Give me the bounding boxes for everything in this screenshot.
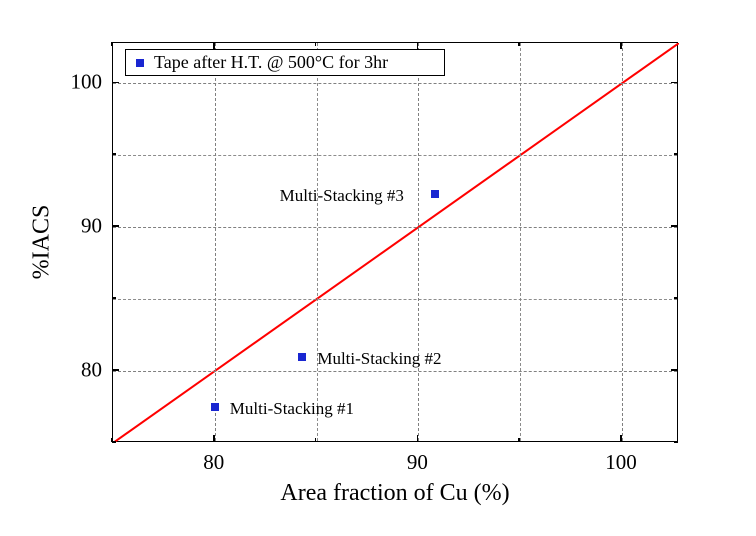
x-tick xyxy=(315,42,317,46)
y-tick xyxy=(671,82,678,84)
x-tick-label: 80 xyxy=(203,450,224,475)
x-tick xyxy=(417,435,419,442)
x-tick-label: 90 xyxy=(407,450,428,475)
x-tick xyxy=(213,435,215,442)
grid-line-horizontal xyxy=(113,155,677,156)
x-tick xyxy=(518,42,520,46)
chart-plot-area: Multi-Stacking #1 Multi-Stacking #2 Multi-… xyxy=(112,42,678,442)
legend-marker-icon xyxy=(136,59,144,67)
x-tick xyxy=(213,42,215,49)
y-tick xyxy=(674,153,678,155)
x-tick-label: 100 xyxy=(605,450,637,475)
y-tick xyxy=(112,369,119,371)
legend-item-label: Tape after H.T. @ 500°C for 3hr xyxy=(154,52,388,73)
grid-line-vertical xyxy=(622,43,623,441)
grid-line-vertical xyxy=(520,43,521,441)
y-tick xyxy=(112,297,116,299)
y-tick xyxy=(671,225,678,227)
legend: Tape after H.T. @ 500°C for 3hr xyxy=(125,49,445,76)
data-point-label: Multi-Stacking #2 xyxy=(317,349,441,369)
y-tick xyxy=(671,369,678,371)
y-tick-label: 90 xyxy=(81,214,102,239)
x-tick xyxy=(518,438,520,442)
data-point-label: Multi-Stacking #1 xyxy=(230,399,354,419)
y-tick xyxy=(112,153,116,155)
data-point xyxy=(431,190,439,198)
x-tick xyxy=(620,42,622,49)
grid-line-horizontal xyxy=(113,227,677,228)
grid-line-horizontal xyxy=(113,83,677,84)
y-tick xyxy=(112,82,119,84)
data-point xyxy=(298,353,306,361)
grid-line-vertical xyxy=(418,43,419,441)
x-tick xyxy=(417,42,419,49)
y-tick xyxy=(112,225,119,227)
y-tick-label: 100 xyxy=(71,70,103,95)
y-axis-label: %IACS xyxy=(29,205,56,280)
grid-line-vertical xyxy=(317,43,318,441)
grid-line-vertical xyxy=(215,43,216,441)
y-tick xyxy=(674,297,678,299)
x-tick xyxy=(620,435,622,442)
x-tick xyxy=(111,42,113,46)
grid-line-horizontal xyxy=(113,371,677,372)
diagonal-line xyxy=(113,43,679,443)
data-point-label: Multi-Stacking #3 xyxy=(280,186,404,206)
grid-line-horizontal xyxy=(113,299,677,300)
y-tick-label: 80 xyxy=(81,358,102,383)
y-tick xyxy=(674,441,678,443)
y-tick xyxy=(112,441,116,443)
data-point xyxy=(211,403,219,411)
x-tick xyxy=(315,438,317,442)
x-axis-label: Area fraction of Cu (%) xyxy=(280,480,509,507)
